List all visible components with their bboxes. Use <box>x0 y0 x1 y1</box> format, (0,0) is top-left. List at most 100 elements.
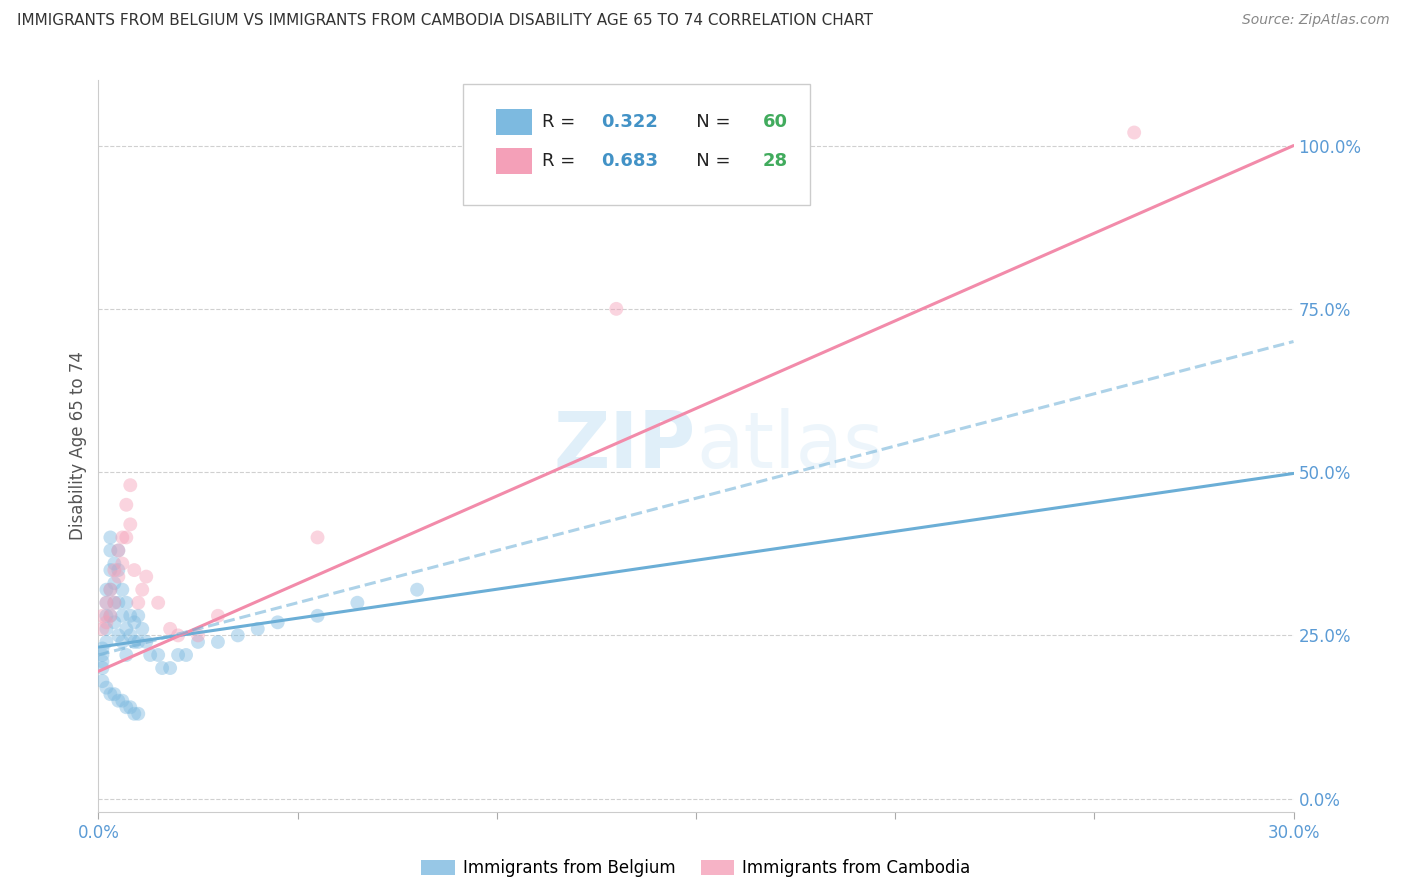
Point <box>167 628 190 642</box>
Point <box>100 582 122 597</box>
Point <box>96 622 118 636</box>
Point <box>100 563 122 577</box>
Text: R =: R = <box>541 152 581 169</box>
Point <box>124 635 146 649</box>
Point <box>103 557 125 571</box>
Point <box>148 596 170 610</box>
Text: 28: 28 <box>763 152 787 169</box>
Point <box>120 478 142 492</box>
Point <box>167 648 190 662</box>
Point <box>406 582 429 597</box>
Text: 0.683: 0.683 <box>602 152 658 169</box>
Point <box>103 615 125 630</box>
Point <box>111 608 134 623</box>
Point <box>96 582 118 597</box>
Point <box>107 628 129 642</box>
Point <box>307 530 329 544</box>
Point <box>100 608 122 623</box>
Text: R =: R = <box>541 113 581 131</box>
Point <box>100 543 122 558</box>
Point <box>100 582 122 597</box>
Point <box>131 582 153 597</box>
Point <box>135 569 157 583</box>
Point <box>120 700 142 714</box>
Point <box>103 563 125 577</box>
Point <box>111 635 134 649</box>
FancyBboxPatch shape <box>496 109 533 136</box>
Point <box>96 596 118 610</box>
Legend: Immigrants from Belgium, Immigrants from Cambodia: Immigrants from Belgium, Immigrants from… <box>415 853 977 884</box>
Point <box>267 615 290 630</box>
Text: N =: N = <box>679 113 737 131</box>
Y-axis label: Disability Age 65 to 74: Disability Age 65 to 74 <box>69 351 87 541</box>
Point <box>159 661 181 675</box>
Point <box>91 655 114 669</box>
Point <box>115 596 138 610</box>
Point <box>91 661 114 675</box>
Point <box>96 635 118 649</box>
Point <box>103 596 125 610</box>
Text: Source: ZipAtlas.com: Source: ZipAtlas.com <box>1241 13 1389 28</box>
Point <box>100 530 122 544</box>
Point <box>91 622 114 636</box>
Point <box>174 648 197 662</box>
Point <box>107 596 129 610</box>
Text: N =: N = <box>679 152 737 169</box>
Point <box>148 648 170 662</box>
Point <box>1123 126 1146 140</box>
FancyBboxPatch shape <box>463 84 810 204</box>
Point <box>91 641 114 656</box>
Point <box>111 530 134 544</box>
Point <box>120 517 142 532</box>
Point <box>96 608 118 623</box>
Point <box>107 563 129 577</box>
Point <box>107 543 129 558</box>
Point <box>124 706 146 721</box>
Point <box>207 635 229 649</box>
Point <box>103 596 125 610</box>
Point <box>107 543 129 558</box>
Point <box>150 661 173 675</box>
Point <box>187 628 209 642</box>
Point <box>605 301 627 316</box>
Point <box>91 674 114 689</box>
Point <box>135 635 157 649</box>
Point <box>91 608 114 623</box>
Text: 60: 60 <box>763 113 787 131</box>
Point <box>187 635 209 649</box>
Point <box>346 596 368 610</box>
Point <box>91 648 114 662</box>
Point <box>127 608 149 623</box>
Point <box>115 622 138 636</box>
Point <box>127 596 149 610</box>
Point <box>127 706 149 721</box>
Point <box>115 530 138 544</box>
Point <box>120 628 142 642</box>
Point <box>226 628 249 642</box>
Point <box>96 596 118 610</box>
Point <box>115 648 138 662</box>
Point <box>111 694 134 708</box>
Point <box>246 622 269 636</box>
Point <box>115 498 138 512</box>
Point <box>124 563 146 577</box>
Point <box>207 608 229 623</box>
Text: atlas: atlas <box>696 408 883 484</box>
Point <box>120 608 142 623</box>
Point <box>100 608 122 623</box>
Point <box>124 615 146 630</box>
Point <box>107 694 129 708</box>
Point <box>111 557 134 571</box>
Point <box>111 582 134 597</box>
Point <box>96 615 118 630</box>
Point <box>103 687 125 701</box>
Point <box>307 608 329 623</box>
FancyBboxPatch shape <box>496 147 533 174</box>
Point <box>131 622 153 636</box>
Point <box>139 648 162 662</box>
Point <box>103 576 125 591</box>
Text: ZIP: ZIP <box>554 408 696 484</box>
Text: IMMIGRANTS FROM BELGIUM VS IMMIGRANTS FROM CAMBODIA DISABILITY AGE 65 TO 74 CORR: IMMIGRANTS FROM BELGIUM VS IMMIGRANTS FR… <box>17 13 873 29</box>
Point <box>107 569 129 583</box>
Point <box>115 700 138 714</box>
